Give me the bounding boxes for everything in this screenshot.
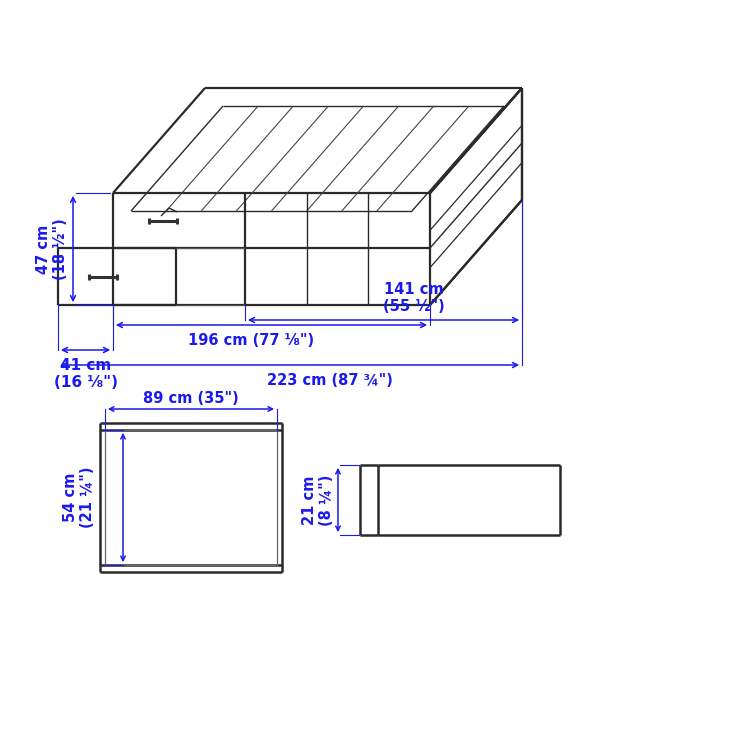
Text: 21 cm
(8 ¼"): 21 cm (8 ¼"): [302, 474, 334, 526]
Text: 47 cm
(18 ½"): 47 cm (18 ½"): [35, 218, 68, 280]
Text: 223 cm (87 ¾"): 223 cm (87 ¾"): [267, 373, 393, 388]
Text: 89 cm (35"): 89 cm (35"): [143, 391, 239, 406]
Text: 54 cm
(21 ¼"): 54 cm (21 ¼"): [63, 467, 95, 528]
Text: 41 cm
(16 ⅛"): 41 cm (16 ⅛"): [54, 358, 118, 390]
Text: 141 cm
(55 ½"): 141 cm (55 ½"): [383, 282, 445, 314]
Text: 196 cm (77 ⅛"): 196 cm (77 ⅛"): [188, 333, 314, 348]
